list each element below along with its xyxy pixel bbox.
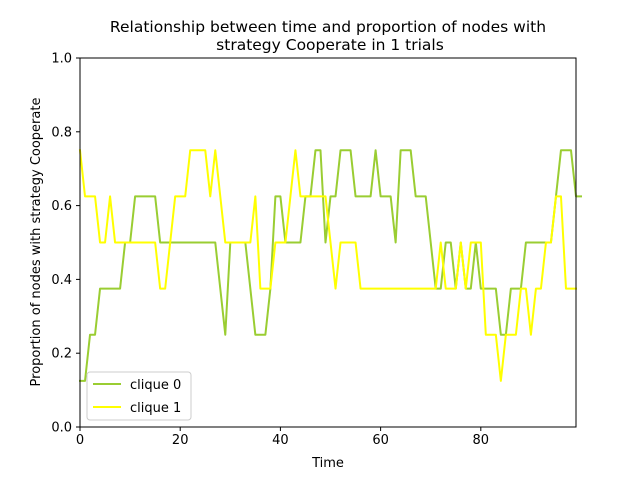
ticks-layer: 0 20 40 60 80 0.0 0.2 0.4 0.6 0.8 1.0 <box>51 52 489 449</box>
legend: clique 0 clique 1 <box>86 371 192 421</box>
x-tick-label: 60 <box>372 433 389 448</box>
y-tick-label: 0.0 <box>51 421 72 436</box>
x-tick-label: 20 <box>172 433 189 448</box>
x-tick-label: 0 <box>76 433 84 448</box>
series-layer <box>78 149 583 382</box>
legend-label-clique-1: clique 1 <box>130 401 181 416</box>
x-tick-label: 80 <box>473 433 490 448</box>
y-tick-label: 0.2 <box>51 347 72 362</box>
chart-title-line-1: Relationship between time and proportion… <box>110 18 546 36</box>
y-axis-label: Proportion of nodes with strategy Cooper… <box>29 98 44 387</box>
series-line-clique-0 <box>79 149 583 382</box>
y-tick-label: 1.0 <box>51 52 72 67</box>
y-tick-label: 0.8 <box>51 125 72 140</box>
plot-frame <box>79 57 577 428</box>
legend-label-clique-0: clique 0 <box>130 378 181 393</box>
series-line-clique-1 <box>78 149 577 382</box>
y-tick-label: 0.6 <box>51 199 72 214</box>
chart-title-line-2: strategy Cooperate in 1 trials <box>216 36 444 54</box>
y-tick-label: 0.4 <box>51 273 72 288</box>
x-tick-label: 40 <box>272 433 289 448</box>
x-axis-label: Time <box>311 456 344 471</box>
